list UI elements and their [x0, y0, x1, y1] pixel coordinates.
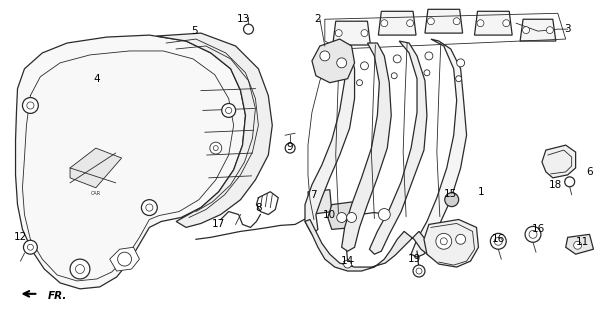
Polygon shape: [565, 234, 594, 254]
Circle shape: [343, 260, 351, 268]
Text: 19: 19: [407, 254, 421, 264]
Circle shape: [210, 142, 221, 154]
Circle shape: [428, 18, 434, 25]
Polygon shape: [520, 19, 556, 41]
Polygon shape: [411, 39, 467, 257]
Polygon shape: [312, 39, 354, 83]
Polygon shape: [542, 145, 576, 178]
Polygon shape: [425, 9, 462, 33]
Circle shape: [436, 233, 452, 249]
Circle shape: [381, 20, 388, 27]
Circle shape: [456, 76, 462, 82]
Text: 9: 9: [287, 142, 293, 152]
Circle shape: [393, 55, 401, 63]
Circle shape: [23, 240, 37, 254]
Text: 17: 17: [212, 220, 225, 229]
Circle shape: [565, 177, 575, 187]
Circle shape: [523, 27, 529, 34]
Circle shape: [361, 62, 368, 70]
Circle shape: [285, 143, 295, 153]
Polygon shape: [305, 220, 434, 271]
Polygon shape: [370, 41, 427, 254]
Polygon shape: [424, 220, 478, 267]
Text: 15: 15: [444, 189, 458, 199]
Circle shape: [453, 18, 460, 25]
Polygon shape: [475, 11, 512, 35]
Circle shape: [337, 58, 346, 68]
Text: 13: 13: [237, 14, 250, 24]
Text: 2: 2: [315, 14, 321, 24]
Circle shape: [118, 252, 132, 266]
Polygon shape: [333, 21, 370, 45]
Polygon shape: [156, 33, 272, 228]
Circle shape: [525, 227, 541, 242]
Polygon shape: [15, 35, 245, 289]
Circle shape: [445, 193, 459, 207]
Text: 1: 1: [478, 187, 485, 197]
Circle shape: [361, 30, 368, 36]
Text: 16: 16: [531, 224, 545, 234]
Polygon shape: [305, 41, 354, 234]
Circle shape: [378, 209, 390, 220]
Circle shape: [547, 27, 553, 34]
Polygon shape: [308, 190, 332, 214]
Circle shape: [490, 233, 506, 249]
Text: 5: 5: [192, 26, 198, 36]
Text: 8: 8: [255, 203, 262, 212]
Text: 4: 4: [93, 74, 100, 84]
Ellipse shape: [432, 13, 455, 29]
Circle shape: [477, 20, 484, 27]
Circle shape: [346, 212, 357, 222]
Ellipse shape: [340, 25, 363, 41]
Text: 18: 18: [549, 180, 562, 190]
Circle shape: [457, 59, 465, 67]
Text: 11: 11: [576, 237, 589, 247]
Circle shape: [221, 103, 235, 117]
Text: CAR: CAR: [91, 191, 101, 196]
Text: FR.: FR.: [48, 291, 68, 301]
Ellipse shape: [386, 15, 408, 32]
Text: 7: 7: [310, 190, 316, 200]
Circle shape: [336, 30, 342, 36]
Circle shape: [23, 98, 38, 113]
Polygon shape: [342, 43, 391, 251]
Text: 16: 16: [492, 234, 505, 244]
Circle shape: [456, 234, 465, 244]
Circle shape: [407, 20, 414, 27]
Circle shape: [503, 20, 510, 27]
Circle shape: [243, 24, 253, 34]
Ellipse shape: [483, 15, 504, 32]
Circle shape: [391, 73, 397, 79]
Polygon shape: [378, 11, 416, 35]
Text: 14: 14: [341, 256, 354, 266]
Circle shape: [337, 212, 346, 222]
Circle shape: [357, 80, 362, 86]
Circle shape: [320, 51, 330, 61]
Text: 3: 3: [564, 24, 571, 34]
Circle shape: [573, 241, 581, 249]
Circle shape: [142, 200, 157, 215]
Polygon shape: [328, 202, 359, 229]
Polygon shape: [70, 148, 121, 188]
Circle shape: [424, 70, 430, 76]
Polygon shape: [110, 247, 140, 271]
Text: 10: 10: [323, 210, 336, 220]
Circle shape: [425, 52, 433, 60]
Ellipse shape: [528, 22, 548, 38]
Circle shape: [70, 259, 90, 279]
Text: 6: 6: [586, 167, 593, 177]
Circle shape: [413, 265, 425, 277]
Text: 12: 12: [14, 232, 27, 242]
